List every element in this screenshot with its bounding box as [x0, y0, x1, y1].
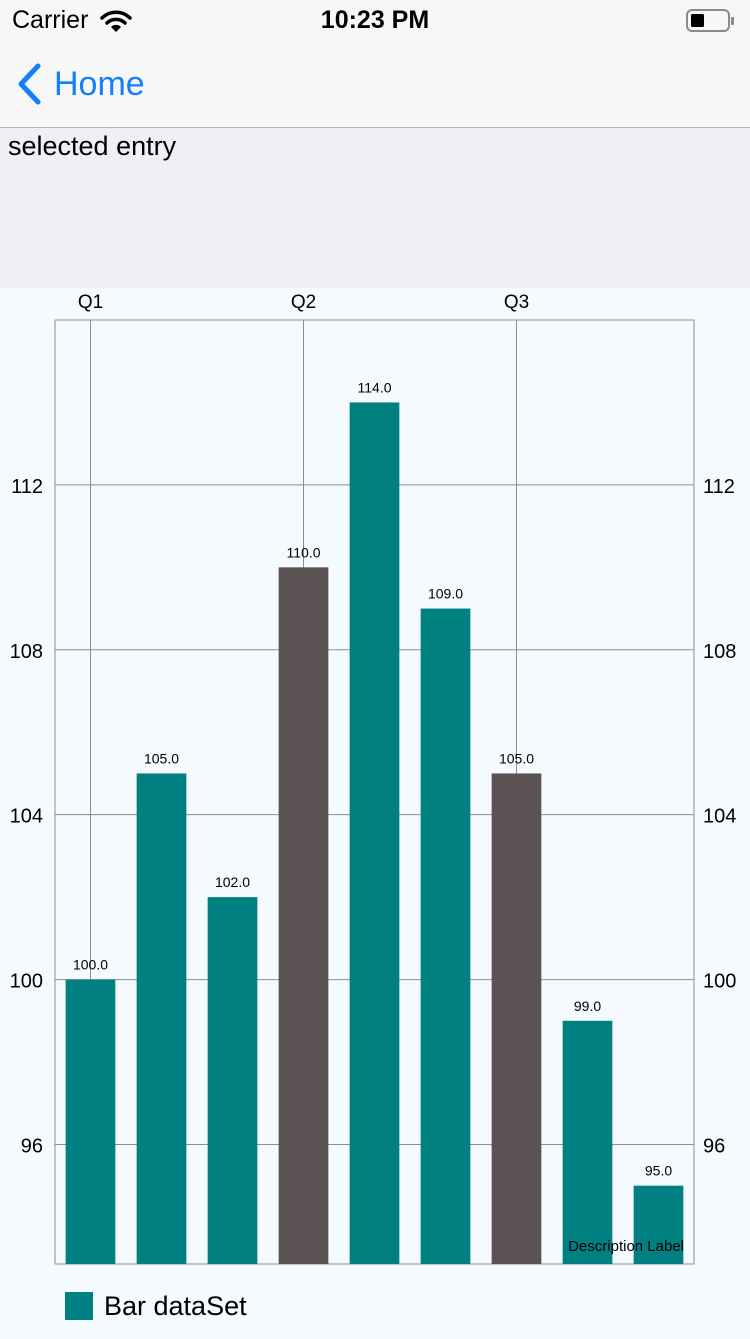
legend-label: Bar dataSet: [104, 1290, 247, 1321]
bar: [278, 567, 329, 1264]
y-tick-label-right: 96: [703, 1135, 725, 1157]
selected-entry-label: selected entry: [8, 131, 177, 161]
battery-icon: [686, 9, 734, 32]
y-tick-label-left: 108: [10, 641, 43, 663]
x-tick-label: Q3: [504, 292, 529, 313]
chevron-left-icon: [18, 63, 41, 105]
bar: [420, 608, 471, 1264]
x-tick-label: Q2: [291, 292, 316, 313]
y-tick-label-right: 112: [703, 476, 735, 498]
y-tick-label-left: 104: [10, 806, 43, 828]
bar: [349, 402, 400, 1264]
bar-value-label: 100.0: [73, 957, 108, 973]
bar-chart-container[interactable]: 96 96 100 100 104 104 108 108 112 112 Q1 Q2 Q3 100.0 1…: [0, 288, 750, 1334]
y-tick-label-left: 112: [11, 476, 43, 498]
x-tick-label: Q1: [78, 292, 103, 313]
y-tick-label-right: 104: [703, 806, 736, 828]
y-tick-label-right: 100: [703, 971, 736, 993]
bar-value-label: 114.0: [358, 379, 392, 395]
bar: [491, 773, 542, 1264]
description-label: Description Label: [568, 1238, 684, 1255]
wifi-icon: [100, 10, 132, 32]
bar-value-label: 95.0: [645, 1163, 672, 1179]
bar: [633, 1185, 684, 1264]
legend: Bar dataSet: [65, 1291, 247, 1321]
selected-entry-panel: selected entry: [0, 128, 750, 288]
legend-swatch: [65, 1292, 93, 1320]
bar-value-label: 109.0: [428, 586, 463, 602]
bar-value-label: 102.0: [215, 874, 250, 890]
back-label: Home: [54, 65, 145, 103]
bar-value-label: 99.0: [574, 998, 601, 1014]
bar: [562, 1020, 613, 1264]
y-tick-label-right: 108: [703, 641, 736, 663]
y-tick-label-left: 100: [10, 971, 43, 993]
bar-value-label: 105.0: [499, 750, 534, 766]
bar: [136, 773, 187, 1264]
bar-value-label: 105.0: [144, 750, 179, 766]
bar: [65, 979, 116, 1264]
status-time: 10:23 PM: [320, 6, 430, 34]
bar-chart[interactable]: 96 96 100 100 104 104 108 108 112 112 Q1 Q2 Q3 100.0 1…: [0, 288, 750, 1334]
back-button[interactable]: Home: [16, 62, 145, 106]
bar: [207, 897, 258, 1264]
status-bar: Carrier 10:23 PM: [0, 0, 750, 40]
navigation-bar: Home: [0, 40, 750, 128]
y-tick-label-left: 96: [21, 1135, 43, 1157]
bar-value-label: 110.0: [287, 544, 321, 560]
carrier-label: Carrier: [12, 6, 89, 34]
